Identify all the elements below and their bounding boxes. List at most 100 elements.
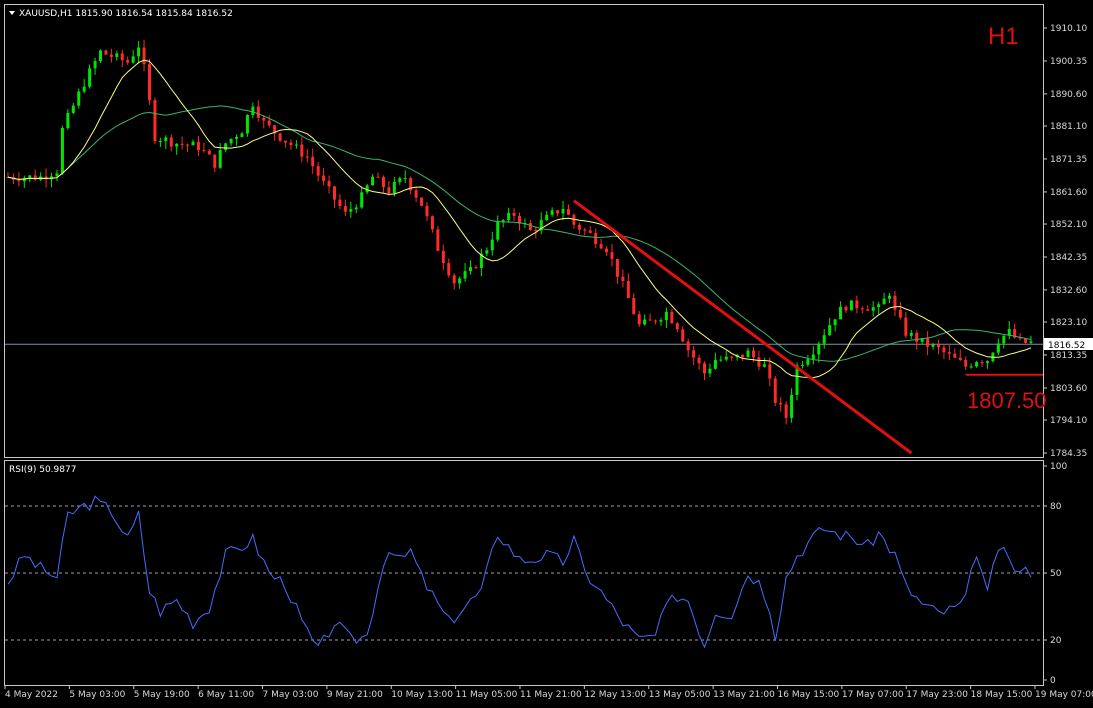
candle-bear [556,210,560,214]
time-tick-label: 7 May 03:00 [263,690,319,700]
candle-bull [469,267,473,272]
rsi-tick-label: 20 [1050,636,1062,646]
time-tick-label: 11 May 21:00 [520,690,582,700]
downtrend-line[interactable] [573,199,913,455]
candle-bull [882,298,886,305]
candle-bear [381,176,385,188]
candle-bull [822,335,826,344]
candle-bear [441,250,445,264]
candle-bull [71,105,75,113]
price-tick-label: 1881.10 [1050,122,1087,132]
candle-bear [594,232,598,245]
candle-bull [724,356,728,360]
candle-bull [294,144,298,146]
candle-bear [278,133,282,141]
candle-bear [953,353,957,358]
candle-bear [936,344,940,348]
candle-bear [180,143,184,145]
price-tick-label: 1910.10 [1050,24,1087,34]
candle-bear [855,300,859,309]
candle-bull [507,212,511,221]
candle-bull [365,185,369,193]
candle-bear [262,117,266,121]
candle-bear [202,150,206,152]
candle-bull [458,278,462,284]
candle-bear [436,229,440,251]
price-tick-label: 1890.60 [1050,90,1087,100]
candle-bull [93,61,97,69]
candle-bear [697,357,701,364]
candle-bear [327,180,331,187]
candle-bull [403,177,407,179]
candle-bull [88,68,92,87]
candle-bear [196,141,200,151]
candle-bear [1013,329,1017,338]
time-tick-label: 5 May 19:00 [134,690,190,700]
candle-bear [915,332,919,342]
candle-bear [860,308,864,310]
price-plot [5,39,1043,455]
candle-bull [235,136,239,139]
candle-bear [670,311,674,324]
candle-bull [806,359,810,365]
candle-bear [675,323,679,330]
time-tick-label: 17 May 07:00 [842,690,904,700]
candle-bear [338,199,342,207]
candle-bear [893,295,897,310]
candle-bull [888,295,892,299]
time-tick-label: 6 May 11:00 [198,690,254,700]
candle-bear [343,206,347,212]
rsi-tick-label: 80 [1050,502,1062,512]
candle-bear [284,140,288,143]
price-tick-label: 1803.60 [1050,384,1087,394]
candle-bear [142,47,146,65]
candle-bear [425,205,429,217]
slow-moving-average [7,105,1032,362]
candle-bull [485,250,489,254]
price-tick-label: 1900.35 [1050,57,1087,67]
candle-bear [615,258,619,277]
candle-bear [980,362,984,364]
candle-bear [518,215,521,224]
candle-bull [240,133,244,137]
rsi-header: RSI(9) 50.9877 [9,465,76,475]
price-tick-label: 1823.10 [1050,318,1087,328]
time-tick-label: 12 May 13:00 [584,690,646,700]
candle-bull [66,112,70,128]
dropdown-triangle-icon[interactable] [9,11,15,15]
candle-bull [479,253,483,268]
rsi-tick-label: 100 [1050,462,1067,472]
candle-bull [550,210,554,215]
candle-bull [251,106,255,115]
candle-bear [332,186,336,200]
candle-bull [1029,341,1033,343]
candle-bear [120,53,124,61]
candle-bear [289,142,293,146]
candle-bear [376,176,380,178]
candle-bull [1002,335,1006,344]
candle-bull [790,395,794,418]
candle-bull [77,91,81,106]
candle-bear [577,224,581,230]
candle-bear [637,314,641,325]
candle-bull [392,181,396,194]
support-level-label: 1807.50 [967,388,1047,413]
candle-bear [534,230,538,232]
price-tick-label: 1832.60 [1050,286,1087,296]
candle-bull [60,127,64,174]
candle-bear [452,275,456,284]
candle-bull [708,368,712,374]
candle-bull [746,350,750,358]
rsi-line [7,495,1032,649]
candle-bear [942,347,946,353]
candle-bear [692,350,696,358]
candle-bear [447,263,451,276]
candle-bull [664,311,668,321]
candle-bear [621,276,625,282]
candle-bull [800,364,804,366]
candle-bull [969,366,973,368]
candle-bear [784,404,788,418]
rsi-tick-label: 50 [1050,569,1062,579]
candle-bear [169,137,173,147]
